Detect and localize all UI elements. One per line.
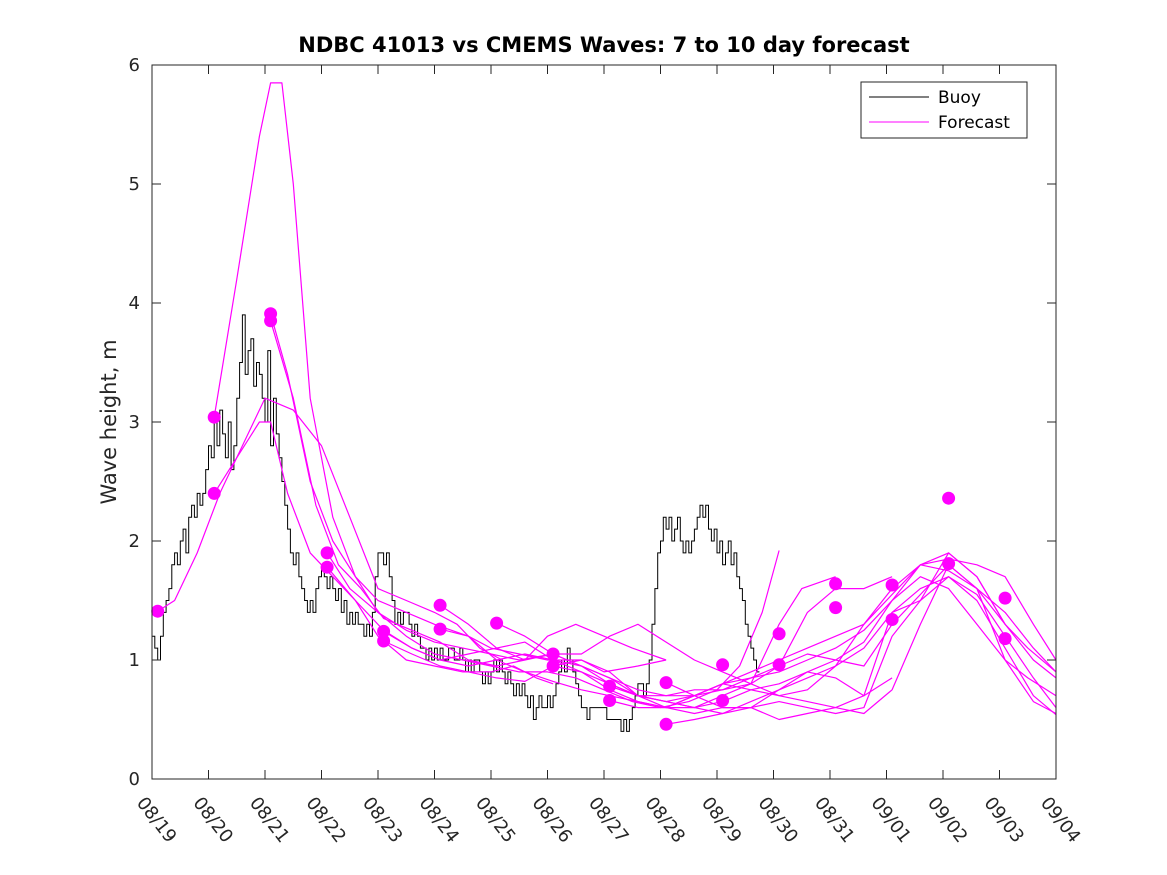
y-tick-label: 5	[129, 174, 140, 195]
forecast-line-10	[439, 552, 1006, 697]
forecast-init-point	[320, 560, 334, 574]
buoy-series	[152, 314, 760, 732]
forecast-init-points	[151, 307, 1012, 731]
forecast-init-point	[829, 577, 843, 591]
forecast-init-point	[264, 314, 278, 328]
forecast-init-point	[603, 679, 617, 693]
forecast-line-18	[665, 576, 1057, 725]
forecast-init-point	[659, 676, 673, 690]
y-tick-label: 3	[129, 412, 140, 433]
forecast-init-point	[433, 598, 447, 612]
y-tick-label: 6	[129, 55, 140, 76]
forecast-init-point	[207, 410, 221, 424]
y-tick-label: 4	[129, 293, 140, 314]
forecast-line-17	[665, 576, 1057, 715]
forecast-init-point	[546, 659, 560, 673]
forecast-init-point	[320, 546, 334, 560]
forecast-init-point	[998, 632, 1012, 646]
forecast-init-point	[377, 624, 391, 638]
forecast-init-point	[490, 616, 504, 630]
forecast-init-point	[207, 486, 221, 500]
forecast-init-point	[829, 601, 843, 615]
forecast-init-point	[772, 627, 786, 641]
y-tick-label: 0	[129, 769, 140, 790]
forecast-init-point	[151, 604, 165, 618]
legend-forecast-label: Forecast	[938, 113, 1010, 133]
forecast-init-point	[998, 591, 1012, 605]
forecast-init-point	[942, 491, 956, 505]
forecast-line-6	[326, 550, 780, 709]
forecast-init-point	[377, 634, 391, 648]
forecast-init-point	[603, 694, 617, 707]
forecast-line-11	[439, 564, 1057, 709]
forecast-series-group	[157, 82, 1057, 725]
legend-buoy-label: Buoy	[938, 88, 981, 108]
forecast-init-point	[716, 658, 730, 672]
forecast-init-point	[546, 647, 560, 661]
forecast-init-point	[942, 557, 956, 571]
forecast-init-point	[885, 613, 899, 626]
y-axis-label: Wave height, m	[97, 339, 121, 504]
forecast-init-point	[659, 717, 673, 731]
forecast-line-1	[157, 397, 503, 661]
legend: Buoy Forecast	[860, 81, 1028, 139]
y-axis-ticks: 0 1 2 3 4 5 6	[129, 55, 1056, 790]
y-tick-label: 2	[129, 531, 140, 552]
chart-title: NDBC 41013 vs CMEMS Waves: 7 to 10 day f…	[298, 33, 909, 57]
forecast-init-point	[716, 694, 730, 707]
forecast-init-point	[772, 658, 786, 672]
forecast-init-point	[885, 578, 899, 592]
legend-box	[860, 81, 1028, 139]
forecast-init-point	[433, 622, 447, 636]
forecast-line-4	[270, 313, 667, 673]
forecast-line-15	[609, 552, 1057, 709]
y-tick-label: 1	[129, 650, 140, 671]
forecast-line-16	[609, 564, 1057, 715]
forecast-line-3	[213, 82, 554, 661]
buoy-line	[152, 314, 760, 732]
forecast-line-5	[270, 320, 667, 667]
